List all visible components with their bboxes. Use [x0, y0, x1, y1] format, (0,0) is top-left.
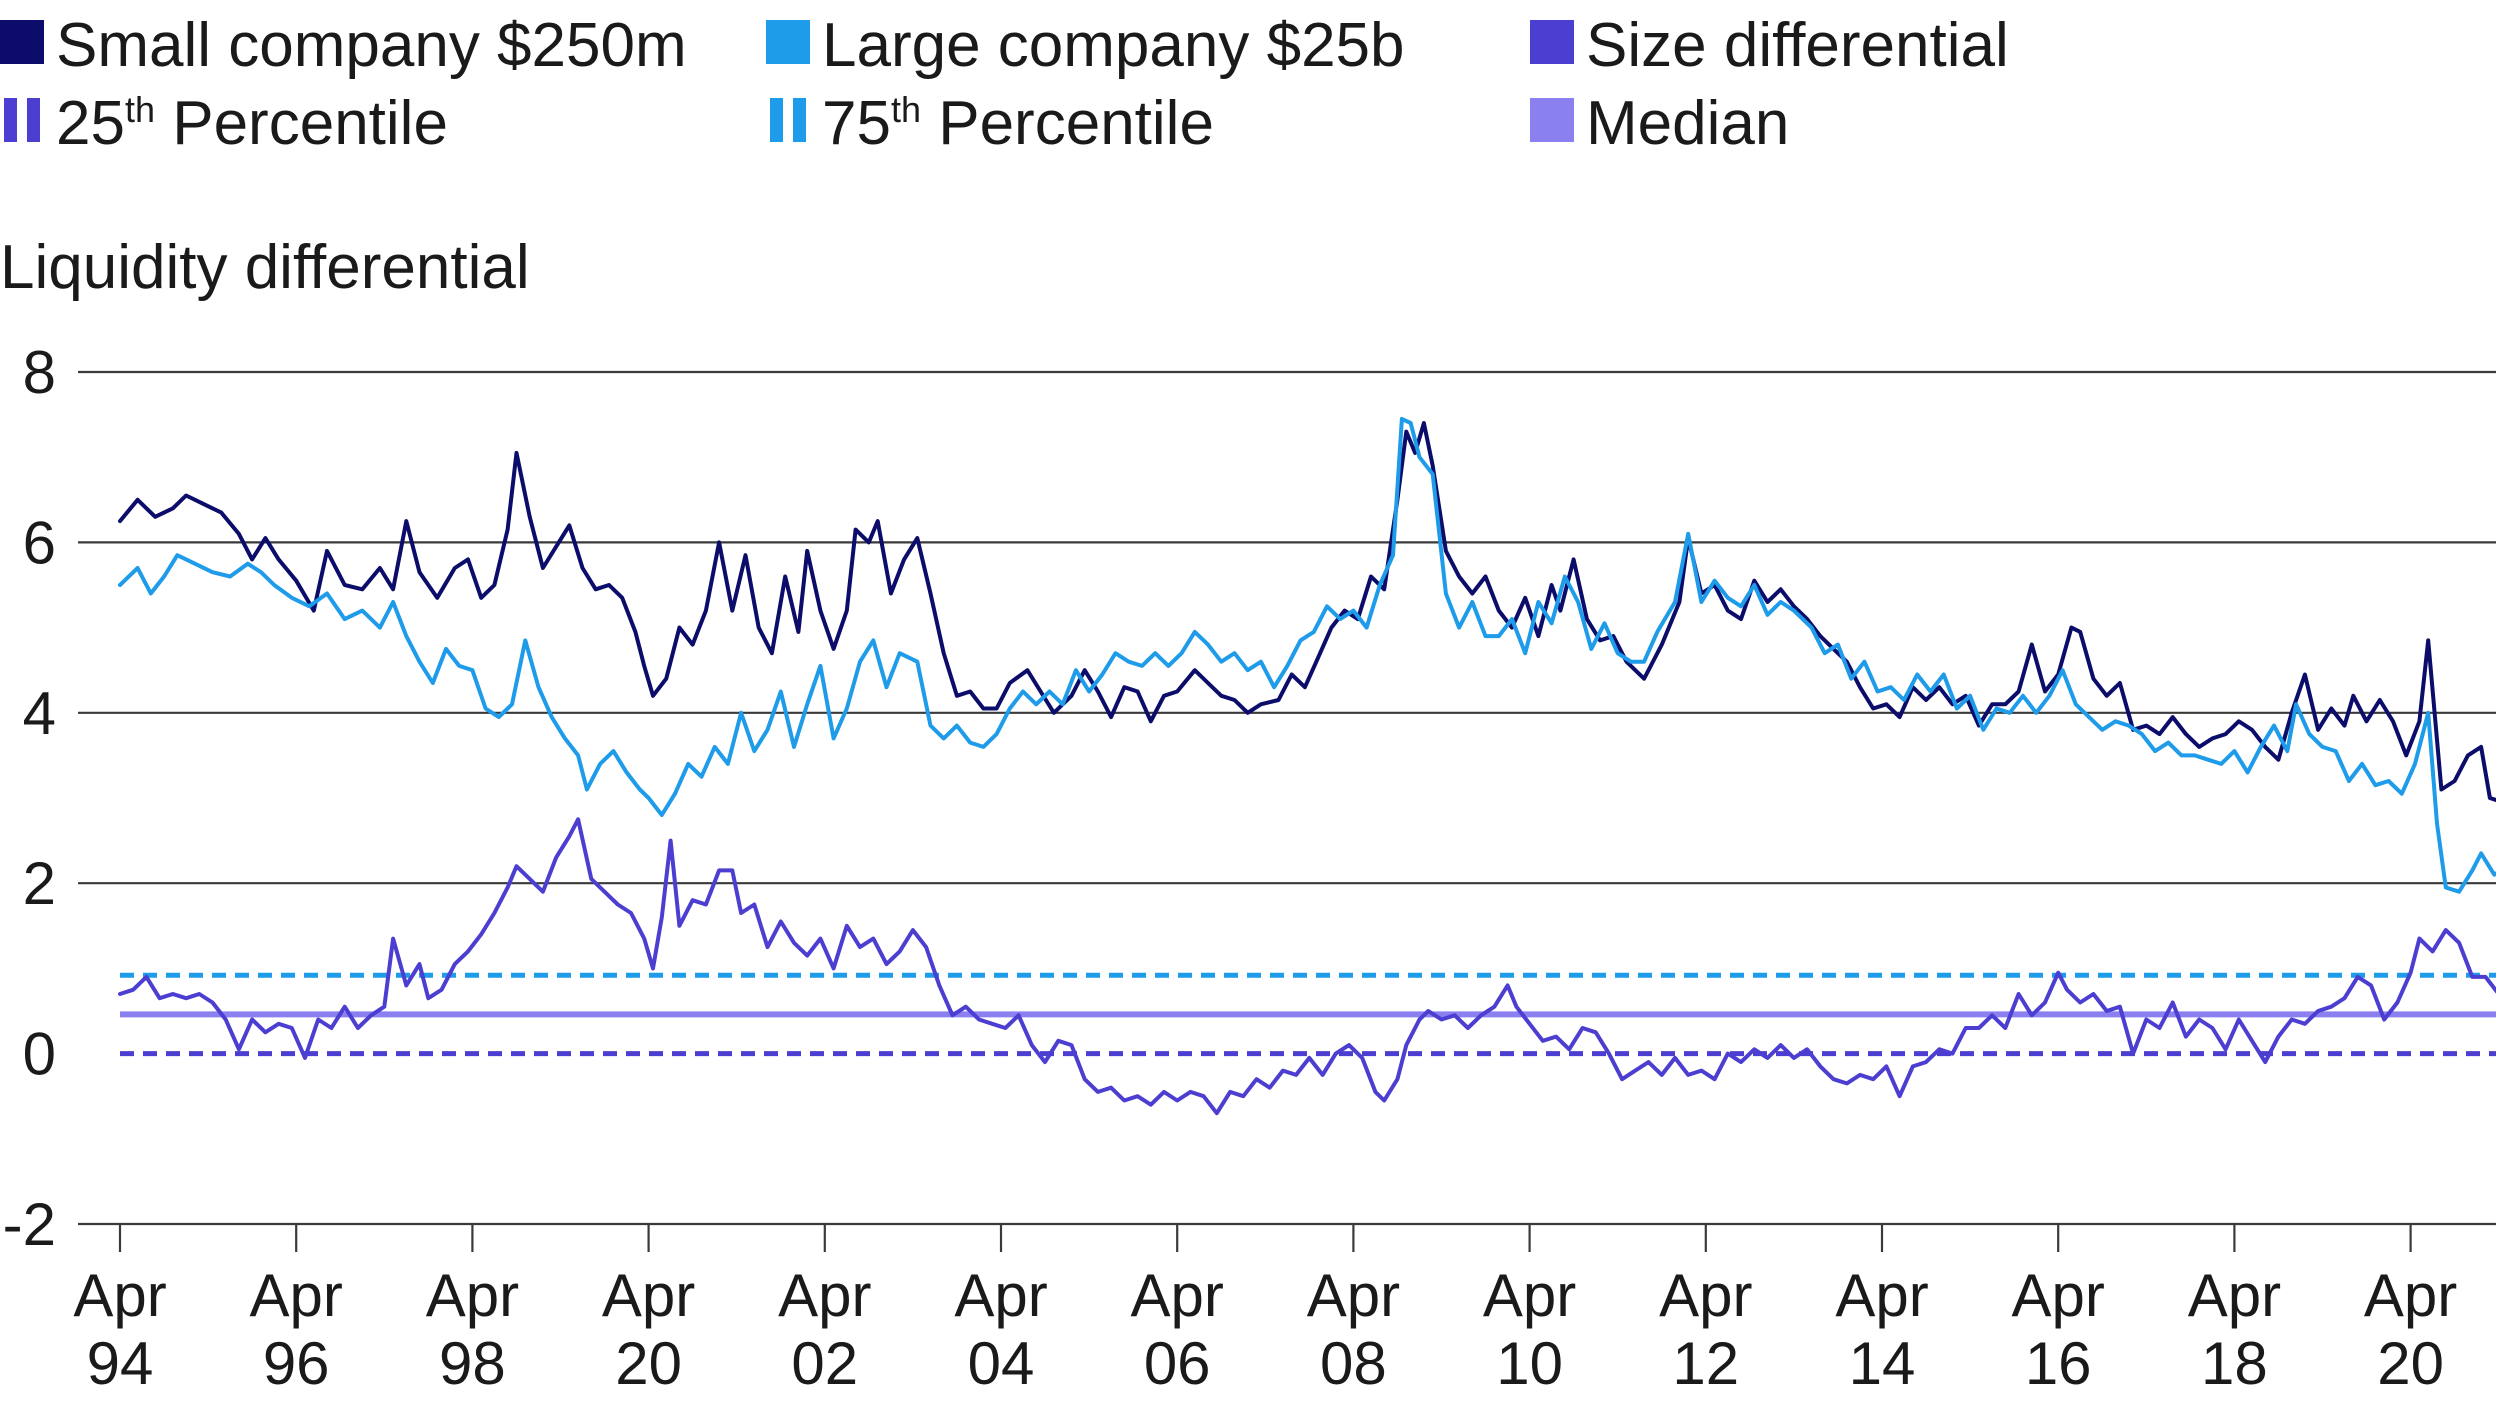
reference-lines — [120, 972, 2496, 1057]
x-tick-year: 08 — [1320, 1330, 1387, 1397]
x-tick-year: 98 — [439, 1330, 506, 1397]
x-tick-month: Apr — [778, 1262, 871, 1329]
series-lines — [118, 416, 2496, 1116]
x-tick-month: Apr — [1835, 1262, 1928, 1329]
y-tick-label: 6 — [23, 509, 56, 576]
y-axis-ticks: 8 6 4 2 0 -2 — [3, 339, 56, 1258]
legend-label: Median — [1586, 89, 1789, 158]
x-tick-year: 06 — [1144, 1330, 1211, 1397]
x-axis: Apr94Apr96Apr98Apr20Apr02Apr04Apr06Apr08… — [73, 1222, 2496, 1397]
legend-label-main: Size differential — [1586, 11, 2009, 80]
x-tick-year: 14 — [1849, 1330, 1916, 1397]
legend-label: Small company $250m — [56, 11, 687, 80]
legend-swatch-dash — [4, 98, 17, 142]
x-tick-month: Apr — [2364, 1262, 2457, 1329]
legend-swatch — [1530, 98, 1574, 142]
y-tick-label: 2 — [23, 850, 56, 917]
x-tick-year: 94 — [87, 1330, 154, 1397]
legend-label: Large company $25b — [822, 11, 1405, 80]
legend-label-main: 25 — [56, 89, 125, 158]
x-tick-year: 10 — [1496, 1330, 1563, 1397]
legend-swatch — [766, 20, 810, 64]
x-tick-month: Apr — [1659, 1262, 1752, 1329]
x-tick-year: 12 — [1672, 1330, 1739, 1397]
legend-swatch-dash — [27, 98, 40, 142]
x-tick-year: 02 — [791, 1330, 858, 1397]
x-tick-year: 96 — [263, 1330, 330, 1397]
legend-swatch — [1530, 20, 1574, 64]
legend-label: Size differential — [1586, 11, 2009, 80]
y-tick-label: 8 — [23, 339, 56, 406]
x-tick-year: 20 — [2377, 1330, 2444, 1397]
x-tick-month: Apr — [2012, 1262, 2105, 1329]
y-tick-label: 4 — [23, 680, 56, 747]
x-tick-month: Apr — [1131, 1262, 1224, 1329]
legend-label-sup: th — [125, 89, 155, 130]
x-tick-month: Apr — [250, 1262, 343, 1329]
legend-label-sup: th — [891, 89, 921, 130]
y-tick-label: -2 — [3, 1191, 56, 1258]
legend-label-main: 75 — [822, 89, 891, 158]
x-tick-year: 20 — [615, 1330, 682, 1397]
legend-swatch-dash — [793, 98, 806, 142]
legend-label-main: Large company $25b — [822, 11, 1405, 80]
legend-item: 75th Percentile — [770, 89, 1214, 158]
legend-item: Small company $250m — [0, 11, 687, 80]
x-tick-month: Apr — [426, 1262, 519, 1329]
legend-label: 25th Percentile — [56, 89, 448, 158]
gridlines — [78, 370, 2496, 885]
series-line — [118, 416, 2496, 894]
legend-label-main: Median — [1586, 89, 1789, 158]
legend-item: Size differential — [1530, 11, 2009, 80]
series-line — [118, 421, 2496, 803]
y-tick-label: 0 — [23, 1021, 56, 1088]
x-tick-month: Apr — [73, 1262, 166, 1329]
legend-swatch-dash — [770, 98, 783, 142]
legend-label-rest: Percentile — [921, 89, 1214, 158]
legend-item: Large company $25b — [766, 11, 1405, 80]
x-tick-month: Apr — [2188, 1262, 2281, 1329]
x-tick-month: Apr — [1307, 1262, 1400, 1329]
x-tick-year: 18 — [2201, 1330, 2268, 1397]
series-line — [118, 817, 2496, 1116]
x-tick-month: Apr — [954, 1262, 1047, 1329]
x-tick-month: Apr — [1483, 1262, 1576, 1329]
x-tick-year: 16 — [2025, 1330, 2092, 1397]
legend-swatch — [0, 20, 44, 64]
legend-item: 25th Percentile — [4, 89, 448, 158]
legend-item: Median — [1530, 89, 1789, 158]
y-axis-title: Liquidity differential — [0, 233, 530, 302]
legend-label-rest: Percentile — [155, 89, 448, 158]
x-tick-year: 04 — [968, 1330, 1035, 1397]
x-tick-month: Apr — [602, 1262, 695, 1329]
legend-label-main: Small company $250m — [56, 11, 687, 80]
legend: Small company $250m Large company $25b Siz… — [0, 11, 2009, 158]
legend-label: 75th Percentile — [822, 89, 1214, 158]
